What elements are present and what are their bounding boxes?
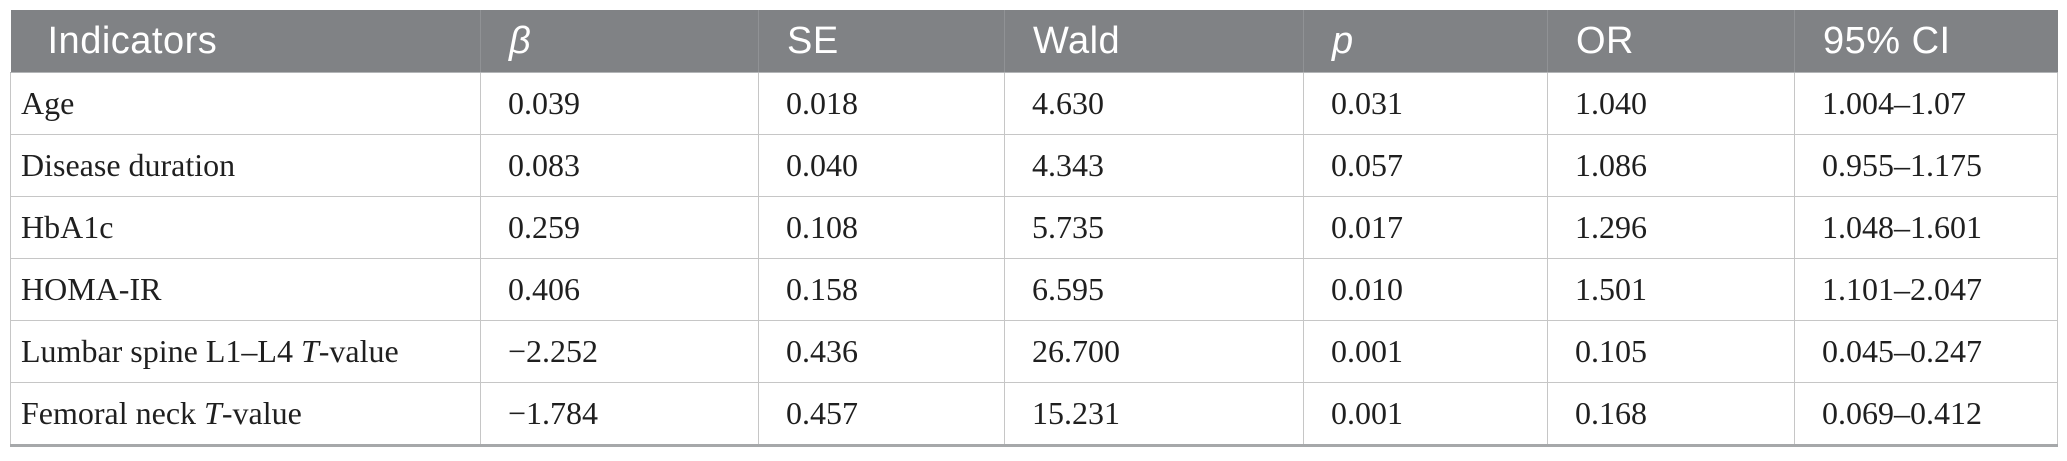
indicator-text: Age	[21, 85, 75, 121]
cell-beta: 0.039	[480, 72, 759, 135]
cell-beta: 0.083	[480, 134, 759, 197]
cell-wald: 15.231	[1004, 382, 1304, 447]
cell-se: 0.108	[758, 196, 1005, 259]
indicator-suffix: -value	[221, 395, 302, 431]
cell-indicator: HbA1c	[10, 196, 481, 259]
cell-beta: −1.784	[480, 382, 759, 447]
indicator-text: Femoral neck	[21, 395, 205, 431]
cell-ci: 1.101–2.047	[1794, 258, 2058, 321]
cell-wald: 5.735	[1004, 196, 1304, 259]
table-row-femoral-neck: Femoral neck T-value −1.784 0.457 15.231…	[10, 382, 2058, 447]
cell-or: 1.296	[1547, 196, 1795, 259]
cell-or: 0.105	[1547, 320, 1795, 383]
cell-p: 0.017	[1303, 196, 1548, 259]
indicator-text: Lumbar spine L1–L4	[21, 333, 301, 369]
cell-se: 0.436	[758, 320, 1005, 383]
cell-wald: 6.595	[1004, 258, 1304, 321]
table-row-homa-ir: HOMA-IR 0.406 0.158 6.595 0.010 1.501 1.…	[10, 258, 2058, 321]
cell-p: 0.001	[1303, 382, 1548, 447]
column-header-or: OR	[1547, 10, 1795, 73]
column-header-se: SE	[758, 10, 1005, 73]
indicator-text: Disease duration	[21, 147, 236, 183]
column-header-p: p	[1303, 10, 1548, 73]
cell-or: 1.040	[1547, 72, 1795, 135]
table-row-age: Age 0.039 0.018 4.630 0.031 1.040 1.004–…	[10, 72, 2058, 135]
cell-indicator: Disease duration	[10, 134, 481, 197]
column-header-indicators: Indicators	[10, 10, 481, 73]
table-header-row: Indicators β SE Wald p OR 95% CI	[10, 10, 2058, 73]
indicator-suffix: -value	[318, 333, 399, 369]
cell-se: 0.457	[758, 382, 1005, 447]
table-row-lumbar-spine: Lumbar spine L1–L4 T-value −2.252 0.436 …	[10, 320, 2058, 383]
cell-beta: −2.252	[480, 320, 759, 383]
column-header-ci: 95% CI	[1794, 10, 2058, 73]
cell-or: 0.168	[1547, 382, 1795, 447]
cell-beta: 0.406	[480, 258, 759, 321]
indicator-text: HOMA-IR	[21, 271, 162, 307]
indicator-italic-part: T	[300, 333, 319, 369]
cell-p: 0.010	[1303, 258, 1548, 321]
cell-or: 1.501	[1547, 258, 1795, 321]
regression-table: Indicators β SE Wald p OR 95% CI Age 0.0…	[10, 10, 2058, 447]
cell-ci: 1.004–1.07	[1794, 72, 2058, 135]
cell-beta: 0.259	[480, 196, 759, 259]
cell-wald: 4.343	[1004, 134, 1304, 197]
cell-ci: 0.069–0.412	[1794, 382, 2058, 447]
cell-se: 0.158	[758, 258, 1005, 321]
cell-wald: 4.630	[1004, 72, 1304, 135]
cell-indicator: Age	[10, 72, 481, 135]
cell-se: 0.040	[758, 134, 1005, 197]
table-row-disease-duration: Disease duration 0.083 0.040 4.343 0.057…	[10, 134, 2058, 197]
table-row-hba1c: HbA1c 0.259 0.108 5.735 0.017 1.296 1.04…	[10, 196, 2058, 259]
cell-p: 0.031	[1303, 72, 1548, 135]
cell-ci: 1.048–1.601	[1794, 196, 2058, 259]
cell-indicator: Femoral neck T-value	[10, 382, 481, 447]
cell-ci: 0.955–1.175	[1794, 134, 2058, 197]
indicator-text: HbA1c	[21, 209, 114, 245]
column-header-beta: β	[480, 10, 759, 73]
cell-indicator: HOMA-IR	[10, 258, 481, 321]
cell-wald: 26.700	[1004, 320, 1304, 383]
cell-indicator: Lumbar spine L1–L4 T-value	[10, 320, 481, 383]
column-header-wald: Wald	[1004, 10, 1304, 73]
indicator-italic-part: T	[204, 395, 222, 431]
cell-p: 0.057	[1303, 134, 1548, 197]
cell-ci: 0.045–0.247	[1794, 320, 2058, 383]
cell-p: 0.001	[1303, 320, 1548, 383]
cell-or: 1.086	[1547, 134, 1795, 197]
cell-se: 0.018	[758, 72, 1005, 135]
